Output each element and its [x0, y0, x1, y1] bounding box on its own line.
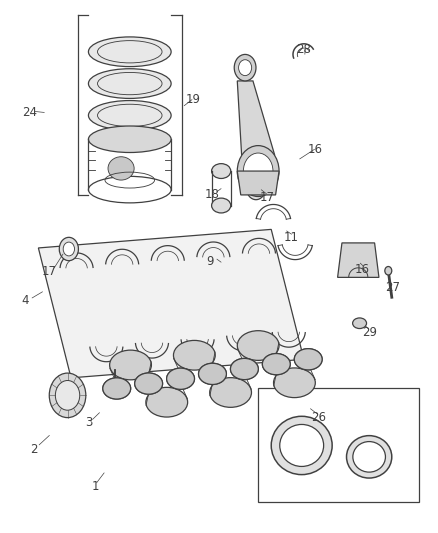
Ellipse shape: [146, 387, 187, 417]
Ellipse shape: [251, 181, 261, 195]
Text: 9: 9: [207, 255, 214, 268]
Text: 4: 4: [21, 294, 29, 308]
Text: 29: 29: [362, 326, 377, 340]
Ellipse shape: [88, 126, 171, 152]
Text: 17: 17: [259, 191, 274, 204]
Text: 3: 3: [85, 416, 92, 430]
Ellipse shape: [59, 237, 78, 261]
Text: 26: 26: [311, 411, 327, 424]
Ellipse shape: [262, 353, 290, 375]
Ellipse shape: [247, 176, 265, 200]
Ellipse shape: [294, 349, 322, 370]
Ellipse shape: [49, 373, 86, 418]
Text: 24: 24: [22, 106, 37, 119]
Text: 16: 16: [355, 263, 370, 276]
Ellipse shape: [237, 330, 279, 360]
Ellipse shape: [98, 41, 162, 63]
Ellipse shape: [230, 358, 258, 379]
Ellipse shape: [103, 378, 131, 399]
Text: 11: 11: [283, 231, 298, 244]
Ellipse shape: [110, 350, 152, 380]
Text: 16: 16: [307, 143, 322, 156]
Ellipse shape: [135, 373, 162, 394]
Polygon shape: [237, 171, 279, 195]
Ellipse shape: [234, 54, 256, 81]
Ellipse shape: [166, 368, 194, 389]
Ellipse shape: [198, 364, 226, 384]
Ellipse shape: [237, 146, 279, 197]
Ellipse shape: [274, 368, 315, 398]
Ellipse shape: [280, 424, 324, 466]
Ellipse shape: [294, 349, 322, 370]
Ellipse shape: [88, 69, 171, 99]
Ellipse shape: [108, 157, 134, 180]
Text: 28: 28: [297, 43, 311, 55]
Polygon shape: [237, 81, 275, 155]
Ellipse shape: [385, 266, 392, 275]
Bar: [258, 389, 419, 503]
Ellipse shape: [244, 153, 273, 189]
Ellipse shape: [103, 378, 131, 399]
Ellipse shape: [212, 164, 231, 179]
Ellipse shape: [239, 60, 252, 76]
Ellipse shape: [173, 341, 215, 370]
Ellipse shape: [88, 37, 171, 67]
Ellipse shape: [353, 441, 385, 472]
Polygon shape: [39, 229, 304, 378]
Text: 1: 1: [91, 480, 99, 493]
Polygon shape: [338, 243, 379, 277]
Ellipse shape: [271, 416, 332, 474]
Ellipse shape: [212, 198, 231, 213]
Text: 2: 2: [30, 443, 38, 456]
Text: 18: 18: [205, 189, 220, 201]
Ellipse shape: [230, 358, 258, 379]
Ellipse shape: [135, 373, 162, 394]
Ellipse shape: [88, 101, 171, 130]
Ellipse shape: [262, 353, 290, 375]
Text: 17: 17: [42, 265, 57, 278]
Ellipse shape: [353, 318, 367, 328]
Text: 19: 19: [185, 93, 201, 106]
Ellipse shape: [166, 368, 194, 389]
Ellipse shape: [346, 435, 392, 478]
Ellipse shape: [63, 242, 74, 256]
Ellipse shape: [55, 381, 80, 410]
Ellipse shape: [98, 72, 162, 95]
Ellipse shape: [210, 378, 251, 407]
Ellipse shape: [198, 364, 226, 384]
Ellipse shape: [98, 104, 162, 126]
Text: 27: 27: [385, 281, 401, 294]
